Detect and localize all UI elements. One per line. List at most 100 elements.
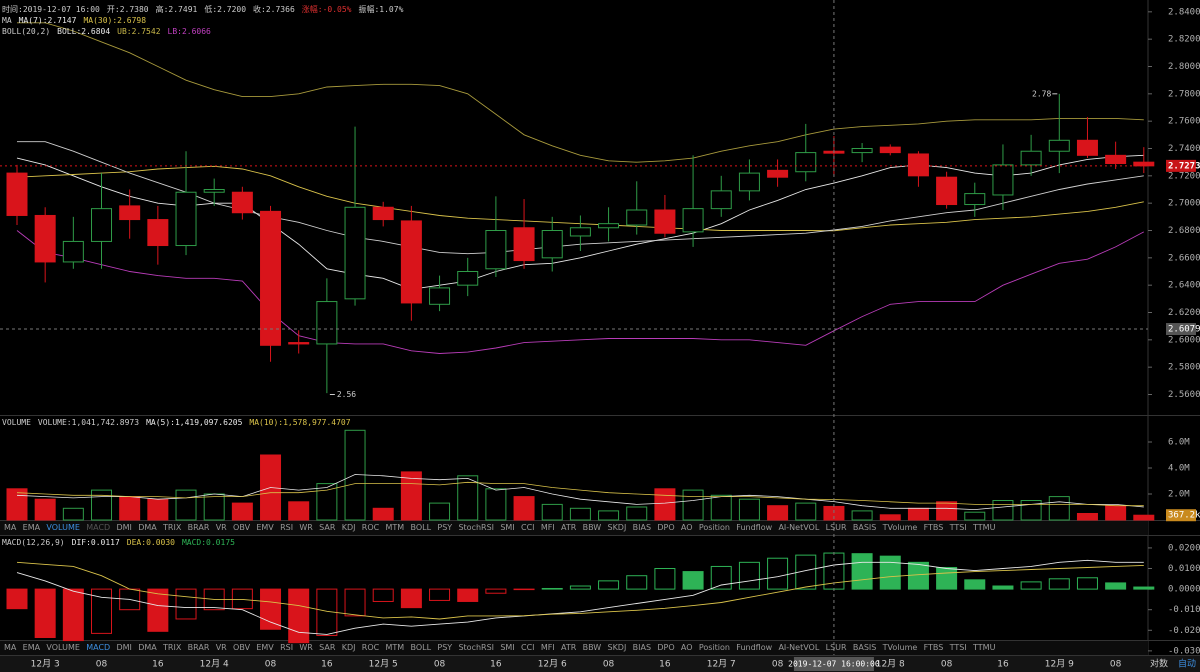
- indicator-tab[interactable]: WR: [299, 643, 313, 652]
- indicator-tab[interactable]: TTSI: [949, 643, 967, 652]
- indicator-tab[interactable]: MACD: [86, 523, 111, 532]
- macd-bar: [738, 561, 760, 590]
- x-tick-label: 08: [941, 660, 953, 670]
- indicator-tab[interactable]: MACD: [86, 643, 111, 652]
- indicator-tab[interactable]: EMV: [256, 523, 274, 532]
- indicator-tab[interactable]: Position: [698, 523, 730, 532]
- indicator-tab[interactable]: TRIX: [163, 523, 182, 532]
- y-tick-label: 2.7000: [1168, 199, 1200, 209]
- indicator-tab[interactable]: AI-NetVOL: [778, 643, 820, 652]
- indicator-tab[interactable]: DPO: [657, 523, 675, 532]
- indicator-tab[interactable]: WR: [299, 523, 313, 532]
- x-axis-bg: [0, 656, 1200, 672]
- indicator-tab[interactable]: FTBS: [923, 523, 944, 532]
- indicator-tab[interactable]: AO: [680, 643, 693, 652]
- indicator-tab[interactable]: TTMU: [973, 523, 996, 532]
- indicator-tab[interactable]: DMI: [116, 643, 132, 652]
- indicator-tab[interactable]: SAR: [319, 643, 336, 652]
- macd-bar: [569, 585, 591, 590]
- indicator-tab[interactable]: MFI: [540, 523, 555, 532]
- low-annotation: 2.56: [337, 390, 356, 399]
- indicator-tab[interactable]: MTM: [385, 523, 405, 532]
- indicator-tab[interactable]: AO: [680, 523, 693, 532]
- indicator-tab[interactable]: BOLL: [410, 643, 432, 652]
- indicator-tab[interactable]: VR: [215, 523, 227, 532]
- indicator-tab[interactable]: BRAR: [187, 643, 210, 652]
- indicator-tab[interactable]: MFI: [540, 643, 555, 652]
- macd-bar: [1133, 586, 1155, 590]
- indicator-tab[interactable]: BBW: [582, 643, 602, 652]
- indicator-tab[interactable]: VR: [215, 643, 227, 652]
- indicator-tab[interactable]: EMV: [256, 643, 274, 652]
- indicator-tab[interactable]: TVolume: [882, 523, 918, 532]
- indicator-tab[interactable]: Position: [698, 643, 730, 652]
- indicator-tab[interactable]: RSI: [280, 523, 294, 532]
- indicator-tab[interactable]: TVolume: [882, 643, 918, 652]
- indicator-tab[interactable]: SKDJ: [607, 523, 627, 532]
- indicator-tab[interactable]: ROC: [361, 643, 380, 652]
- candle-body: [513, 227, 535, 262]
- indicator-tab[interactable]: RSI: [280, 643, 294, 652]
- indicator-tab[interactable]: MA: [4, 643, 17, 652]
- indicator-tab[interactable]: KDJ: [341, 523, 356, 532]
- indicator-tab[interactable]: CCI: [520, 643, 535, 652]
- volume-bar: [1020, 500, 1042, 521]
- indicator-tab[interactable]: BRAR: [187, 523, 210, 532]
- indicator-tab[interactable]: SAR: [319, 523, 336, 532]
- indicator-tab[interactable]: BASIS: [852, 523, 877, 532]
- indicator-tab[interactable]: BOLL: [410, 523, 432, 532]
- indicator-tab[interactable]: MA: [4, 523, 17, 532]
- indicator-tab[interactable]: MTM: [385, 643, 405, 652]
- indicator-tab[interactable]: DMA: [138, 643, 157, 652]
- indicator-tab[interactable]: OBV: [233, 523, 251, 532]
- indicator-tab[interactable]: ATR: [560, 643, 577, 652]
- volume-bar: [1076, 513, 1098, 521]
- indicator-tab[interactable]: PSY: [437, 643, 453, 652]
- indicator-tab[interactable]: OBV: [233, 643, 251, 652]
- indicator-tab[interactable]: FTBS: [923, 643, 944, 652]
- indicator-tab[interactable]: DPO: [657, 643, 675, 652]
- indicator-tab[interactable]: TTMU: [973, 643, 996, 652]
- volume-bar: [710, 494, 732, 521]
- indicator-tab[interactable]: CCI: [520, 523, 535, 532]
- candle-body: [598, 223, 620, 229]
- indicator-tab[interactable]: BIAS: [632, 643, 652, 652]
- indicator-tab[interactable]: PSY: [437, 523, 453, 532]
- volume-bar: [316, 483, 338, 521]
- indicator-tab[interactable]: BASIS: [852, 643, 877, 652]
- indicator-tab[interactable]: StochRSI: [458, 643, 495, 652]
- indicator-tab[interactable]: KDJ: [341, 643, 356, 652]
- candle-body: [569, 227, 591, 237]
- indicator-tab[interactable]: BBW: [582, 523, 602, 532]
- indicator-tab[interactable]: DMI: [116, 523, 132, 532]
- header-item: MA(30):2.6798: [83, 16, 147, 25]
- indicator-tab[interactable]: VOLUME: [46, 643, 80, 652]
- macd-bar: [400, 588, 422, 609]
- macd-bar: [682, 571, 704, 590]
- indicator-tab[interactable]: SMI: [500, 523, 515, 532]
- indicator-tab[interactable]: TRIX: [163, 643, 182, 652]
- candle-body: [795, 152, 817, 173]
- indicator-tab[interactable]: EMA: [22, 643, 41, 652]
- indicator-tab[interactable]: AI-NetVOL: [778, 523, 820, 532]
- indicator-tab[interactable]: BIAS: [632, 523, 652, 532]
- indicator-tab[interactable]: LSUR: [825, 643, 847, 652]
- indicator-tab[interactable]: EMA: [22, 523, 41, 532]
- indicator-tab[interactable]: TTSI: [949, 523, 967, 532]
- volume-bar: [1105, 505, 1127, 521]
- volume-bar: [175, 489, 197, 521]
- indicator-tab[interactable]: SKDJ: [607, 643, 627, 652]
- indicator-tab[interactable]: VOLUME: [46, 523, 80, 532]
- indicator-tab[interactable]: StochRSI: [458, 523, 495, 532]
- indicator-tab[interactable]: Fundflow: [736, 643, 773, 652]
- indicator-tab[interactable]: LSUR: [825, 523, 847, 532]
- y-tick-label: 2.8200: [1168, 35, 1200, 45]
- indicator-tab[interactable]: DMA: [138, 523, 157, 532]
- volume-bar: [513, 496, 535, 521]
- indicator-tab[interactable]: Fundflow: [736, 523, 773, 532]
- y-tick-label: 2.8400: [1168, 7, 1200, 17]
- indicator-tab[interactable]: SMI: [500, 643, 515, 652]
- indicator-tab[interactable]: ROC: [361, 523, 380, 532]
- indicator-tab[interactable]: ATR: [560, 523, 577, 532]
